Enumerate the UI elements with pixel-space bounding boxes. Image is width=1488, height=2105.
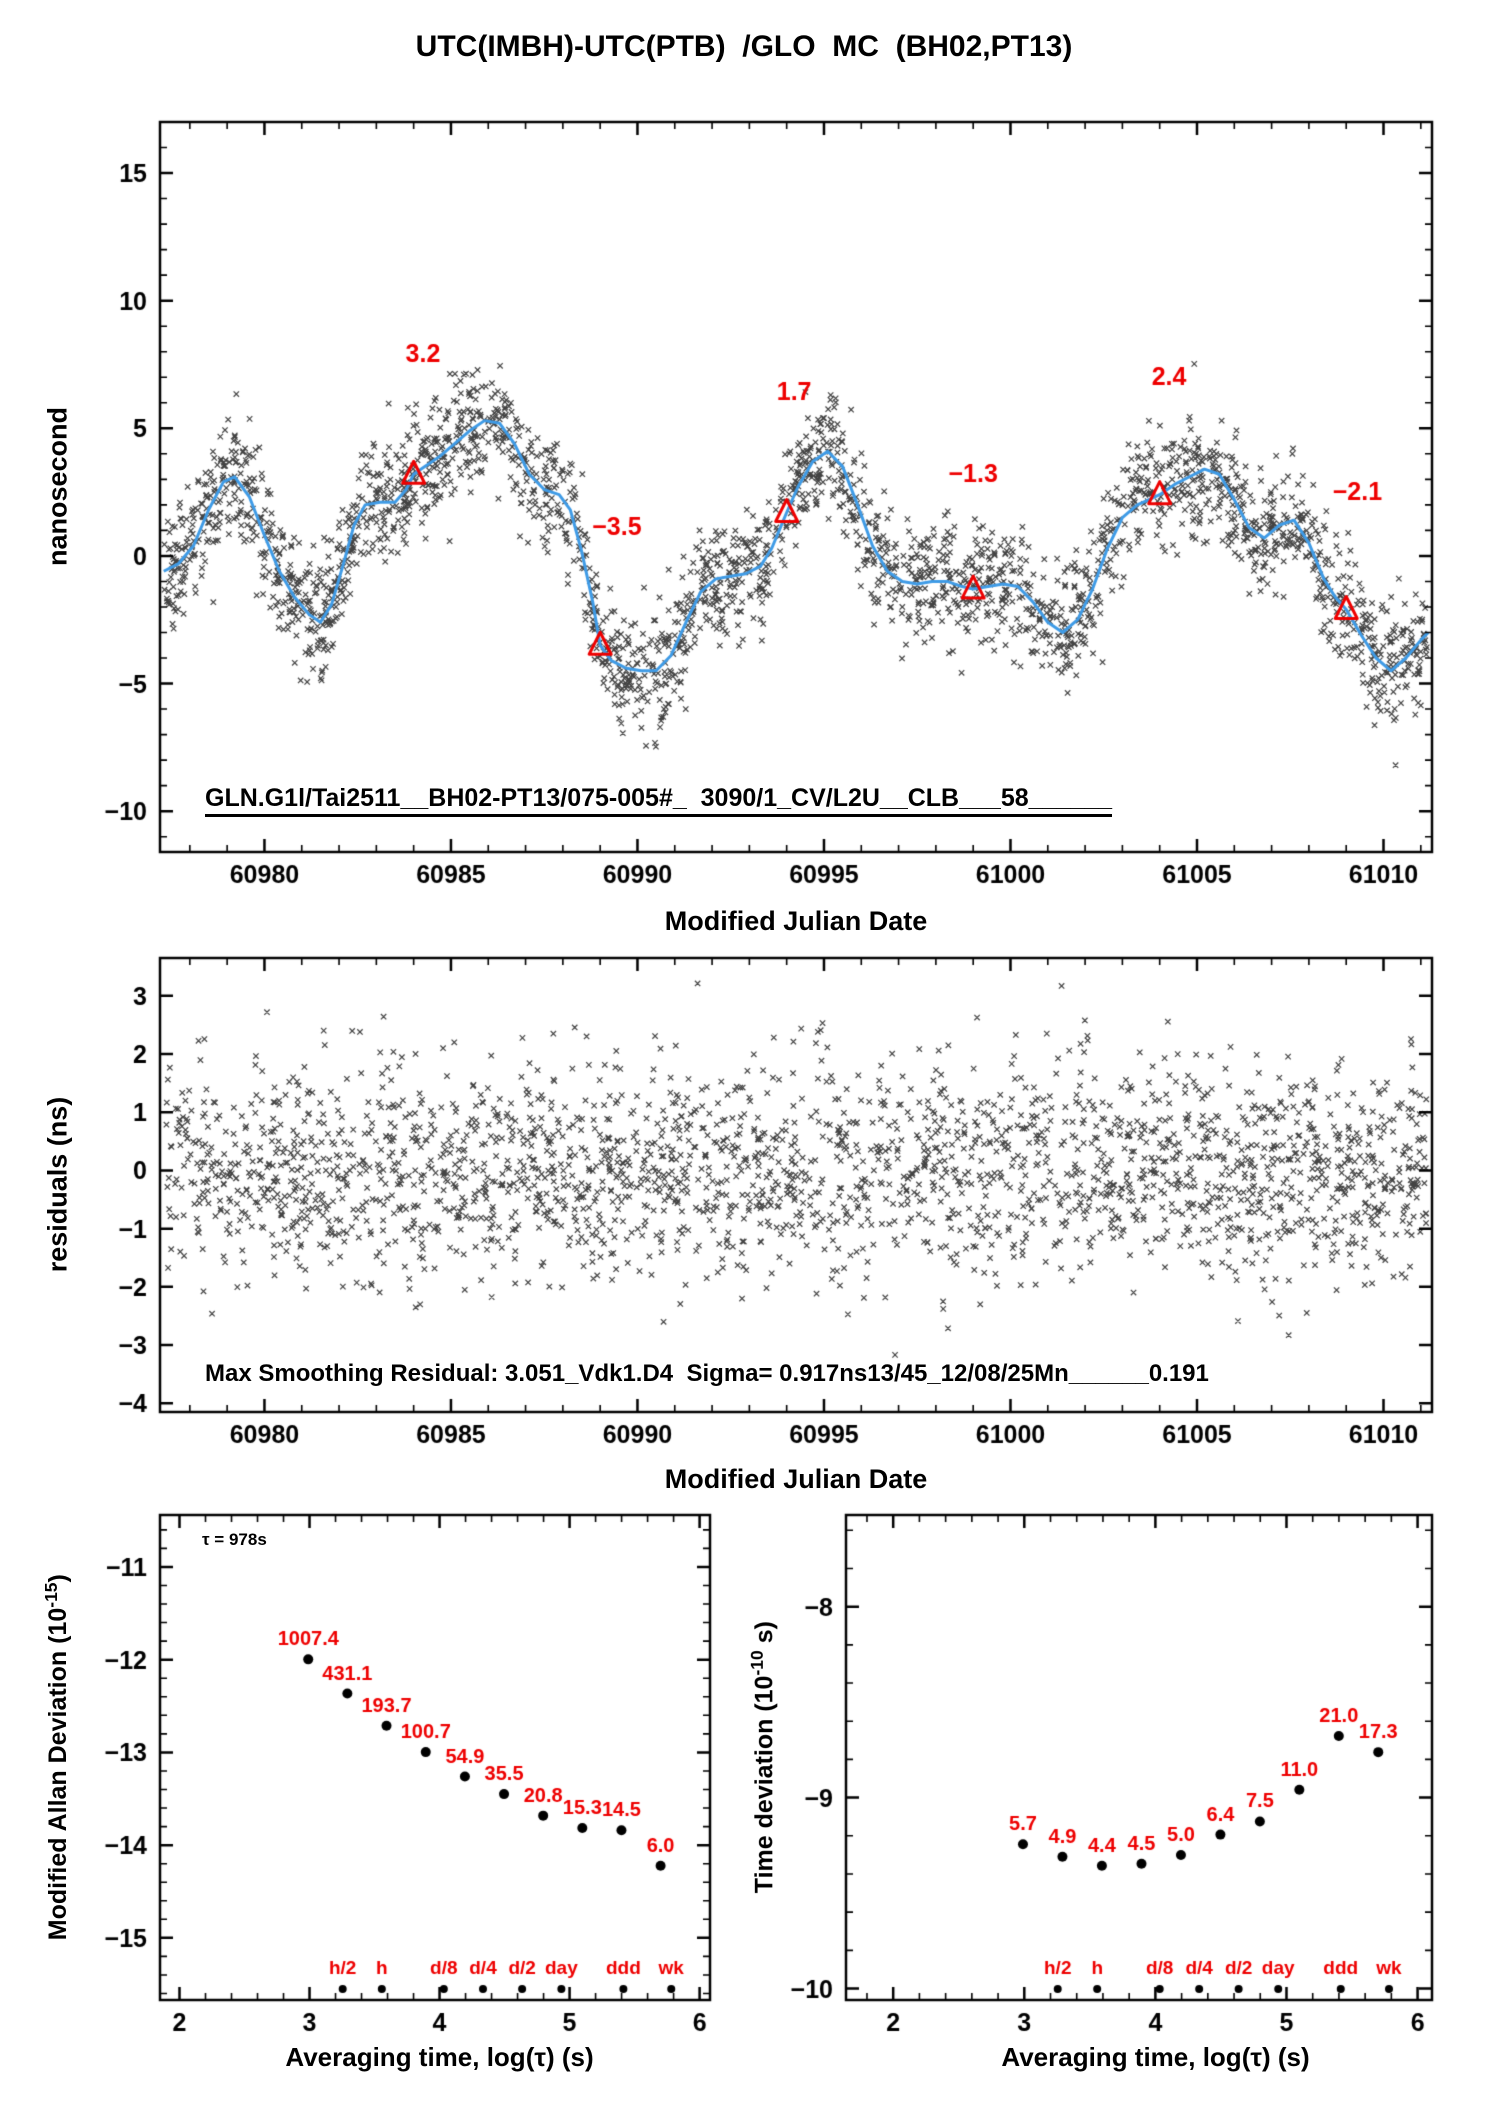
mdev-ylabel-pre: Modified Allan Deviation (10 (44, 1607, 73, 1941)
residuals-y-axis-label: residuals (ns) (42, 1096, 73, 1273)
page-title: UTC(IMBH)-UTC(PTB) /GLO MC (BH02,PT13) (415, 30, 1073, 63)
mdev-ylabel-sup: -15 (40, 1582, 61, 1608)
phase-y-axis-label: nanosecond (42, 406, 73, 567)
residuals-x-axis-label: Modified Julian Date (664, 1464, 928, 1494)
tdev-ylabel-sup: -10 (746, 1650, 767, 1676)
tau-note: τ = 978s (202, 1530, 267, 1549)
tdev-ylabel-post: s) (750, 1621, 779, 1651)
residuals-annotation: Max Smoothing Residual: 3.051_Vdk1.D4 Si… (205, 1360, 1209, 1387)
mdev-x-axis-label: Averaging time, log(τ) (s) (285, 2042, 594, 2072)
phase-annotation: GLN.G1l/Tai2511__BH02-PT13/075-005#_ 309… (205, 784, 1113, 817)
tdev-y-axis-label: Time deviation (10-10 s) (747, 1457, 779, 2057)
phase-x-axis-label: Modified Julian Date (664, 906, 928, 936)
mdev-y-axis-label: Modified Allan Deviation (10-15) (41, 1457, 73, 2057)
mdev-ylabel-post: ) (44, 1574, 73, 1583)
tdev-x-axis-label: Averaging time, log(τ) (s) (1001, 2042, 1310, 2072)
tdev-ylabel-pre: Time deviation (10 (750, 1675, 779, 1894)
